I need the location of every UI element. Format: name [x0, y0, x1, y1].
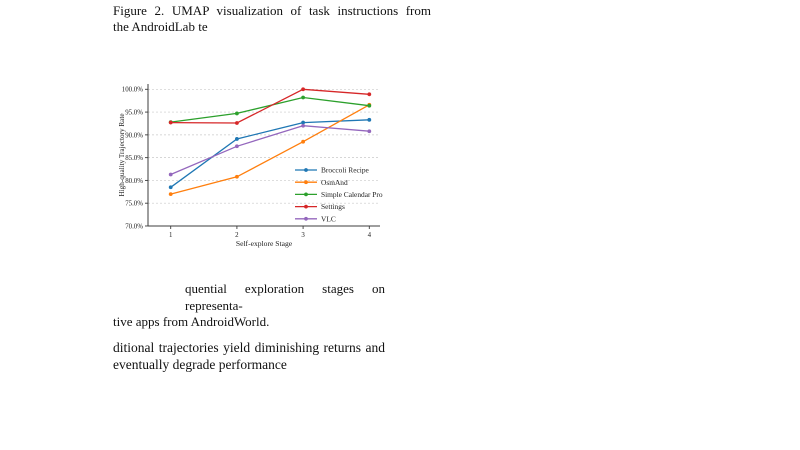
series-marker: [168, 172, 173, 177]
x-tick-label: 2: [235, 232, 239, 239]
series-marker: [235, 121, 239, 125]
legend-label: Settings: [321, 202, 345, 211]
series-marker: [168, 192, 173, 196]
series-line: [170, 125, 370, 176]
legend-marker: [304, 168, 308, 172]
series-marker: [235, 111, 239, 116]
y-tick-label: 70.0%: [125, 223, 143, 230]
series-marker: [235, 144, 239, 149]
series-marker: [235, 174, 239, 179]
series-line: [170, 104, 370, 195]
series-marker: [235, 137, 239, 141]
series-marker: [367, 103, 372, 108]
legend-marker: [304, 204, 308, 209]
series-line: [170, 88, 370, 124]
chart-svg: 70.0% 75.0% 80.0% 85.0% 90.0% 95.0% 100.0% 1 2 3 4…: [118, 84, 383, 248]
legend-label: VLC: [321, 214, 336, 223]
series-marker: [301, 139, 305, 144]
y-tick-label: 100.0%: [122, 87, 144, 94]
x-tick-label: 1: [169, 232, 173, 239]
caption-continuation: quential exploration stages on represent…: [113, 281, 385, 331]
line-chart-figure: 70.0% 75.0% 80.0% 85.0% 90.0% 95.0% 100.0% 1 2 3 4…: [105, 60, 415, 255]
body-paragraph-line1: ditional trajectories yield diminishing …: [113, 340, 385, 355]
y-tick-label: 95.0%: [125, 109, 143, 116]
series-marker: [301, 87, 305, 92]
caption-continuation-line2: tive apps from AndroidWorld.: [113, 314, 270, 329]
series-marker: [301, 120, 305, 125]
figure-caption-line2: the AndroidLab te: [113, 19, 208, 34]
caption-continuation-line1: quential exploration stages on represent…: [185, 281, 385, 313]
y-tick-label: 80.0%: [125, 178, 143, 185]
y-tick-label: 85.0%: [125, 155, 143, 162]
series-marker: [367, 117, 372, 122]
y-tick-label: 75.0%: [125, 201, 143, 208]
series-marker: [301, 95, 305, 100]
x-tick-label: 3: [301, 232, 305, 239]
body-paragraph: ditional trajectories yield diminishing …: [113, 339, 385, 373]
figure-caption: Figure 2. UMAP visualization of task ins…: [113, 3, 431, 35]
x-tick-label: 4: [368, 232, 372, 239]
legend-marker: [304, 192, 308, 197]
series-line: [170, 96, 370, 123]
legend-marker: [304, 180, 308, 185]
x-axis-title: Self-explore Stage: [236, 239, 293, 248]
y-axis-title: High-quality Trajectory Rate: [118, 113, 126, 196]
series-line: [170, 119, 370, 188]
series-marker: [168, 185, 173, 190]
legend-label: Broccoli Recipe: [321, 166, 370, 175]
legend-label: OsmAnd: [321, 178, 348, 187]
figure-caption-line1: Figure 2. UMAP visualization of task ins…: [113, 3, 431, 18]
body-paragraph-line2: eventually degrade performance: [113, 357, 287, 372]
series-marker: [168, 120, 173, 125]
legend-marker: [304, 216, 308, 221]
series-marker: [367, 92, 372, 97]
series-marker: [301, 123, 305, 128]
series-marker: [367, 129, 372, 134]
legend-label: Simple Calendar Pro: [321, 190, 383, 199]
y-tick-label: 90.0%: [125, 132, 143, 139]
